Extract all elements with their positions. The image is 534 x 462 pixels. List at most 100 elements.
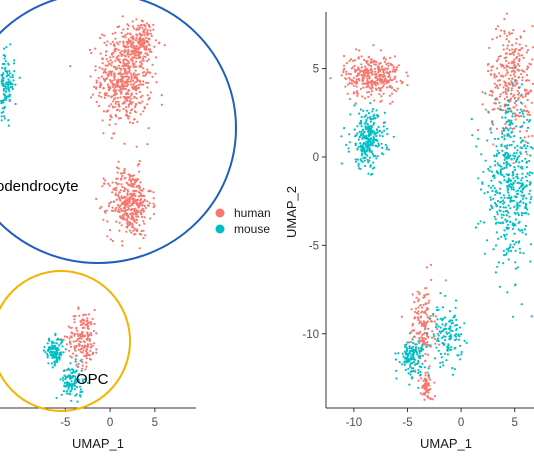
scatter-point-human bbox=[365, 86, 368, 89]
scatter-point-human bbox=[83, 319, 86, 322]
scatter-point-human bbox=[139, 181, 142, 184]
scatter-point-human bbox=[137, 195, 140, 198]
scatter-point-mouse bbox=[56, 359, 59, 362]
scatter-point-mouse bbox=[510, 119, 513, 122]
scatter-point-mouse bbox=[361, 145, 365, 148]
scatter-point-human bbox=[130, 231, 133, 234]
scatter-point-mouse bbox=[489, 186, 492, 189]
scatter-point-human bbox=[88, 339, 91, 342]
scatter-point-human bbox=[111, 52, 114, 55]
scatter-point-human bbox=[80, 332, 83, 335]
scatter-point-mouse bbox=[439, 292, 442, 295]
scatter-point-mouse bbox=[340, 162, 343, 165]
scatter-point-human bbox=[111, 83, 114, 86]
scatter-point-human bbox=[132, 64, 135, 67]
scatter-point-mouse bbox=[383, 111, 386, 114]
scatter-point-human bbox=[107, 205, 111, 208]
scatter-point-human bbox=[116, 67, 119, 70]
scatter-point-mouse bbox=[444, 316, 447, 319]
scatter-point-human bbox=[126, 83, 130, 86]
scatter-point-human bbox=[135, 92, 138, 95]
scatter-point-human bbox=[84, 313, 87, 316]
scatter-point-mouse bbox=[55, 342, 58, 345]
scatter-point-mouse bbox=[404, 343, 407, 347]
scatter-point-human bbox=[426, 340, 429, 344]
scatter-point-human bbox=[356, 90, 359, 93]
scatter-point-human bbox=[410, 330, 413, 333]
scatter-point-human bbox=[516, 55, 519, 59]
scatter-point-human bbox=[517, 76, 520, 79]
scatter-point-human bbox=[342, 69, 345, 72]
scatter-point-human bbox=[86, 317, 89, 320]
scatter-point-mouse bbox=[79, 359, 82, 362]
scatter-point-human bbox=[144, 52, 147, 55]
scatter-point-human bbox=[126, 59, 129, 62]
scatter-point-human bbox=[115, 177, 118, 180]
scatter-point-mouse bbox=[0, 99, 3, 103]
scatter-point-human bbox=[120, 50, 123, 53]
scatter-point-mouse bbox=[369, 116, 372, 119]
scatter-point-mouse bbox=[78, 385, 82, 388]
scatter-point-mouse bbox=[360, 146, 363, 149]
scatter-point-mouse bbox=[516, 266, 520, 269]
scatter-point-human bbox=[128, 96, 131, 99]
scatter-point-human bbox=[351, 79, 354, 83]
scatter-point-human bbox=[109, 81, 113, 84]
scatter-point-human bbox=[381, 78, 384, 81]
scatter-point-mouse bbox=[367, 141, 370, 144]
scatter-point-human bbox=[366, 69, 369, 72]
scatter-point-mouse bbox=[503, 175, 506, 178]
scatter-point-human bbox=[420, 377, 423, 380]
scatter-point-human bbox=[136, 120, 139, 123]
scatter-point-human bbox=[387, 62, 390, 65]
scatter-point-mouse bbox=[427, 367, 430, 370]
scatter-point-mouse bbox=[6, 82, 9, 85]
scatter-point-human bbox=[91, 344, 94, 347]
scatter-point-mouse bbox=[417, 340, 420, 343]
y-tick-label: -5 bbox=[309, 240, 319, 252]
scatter-point-human bbox=[137, 84, 140, 87]
scatter-point-human bbox=[133, 72, 136, 75]
scatter-point-human bbox=[139, 83, 142, 86]
scatter-point-human bbox=[384, 58, 388, 61]
scatter-point-mouse bbox=[526, 118, 529, 121]
scatter-point-human bbox=[83, 354, 86, 358]
scatter-point-human bbox=[123, 49, 126, 52]
scatter-point-human bbox=[139, 204, 142, 207]
scatter-point-human bbox=[120, 183, 123, 186]
scatter-point-mouse bbox=[368, 156, 371, 159]
scatter-point-human bbox=[491, 91, 494, 94]
scatter-point-mouse bbox=[64, 348, 67, 351]
scatter-point-human bbox=[116, 96, 119, 100]
scatter-point-human bbox=[154, 72, 157, 75]
scatter-point-human bbox=[66, 335, 69, 339]
scatter-point-mouse bbox=[526, 179, 529, 182]
scatter-point-mouse bbox=[362, 157, 365, 160]
scatter-point-human bbox=[146, 94, 149, 97]
scatter-point-human bbox=[138, 79, 141, 82]
scatter-point-mouse bbox=[511, 223, 514, 226]
scatter-point-human bbox=[373, 81, 377, 84]
scatter-point-mouse bbox=[505, 166, 508, 169]
scatter-point-human bbox=[147, 190, 150, 193]
scatter-point-mouse bbox=[376, 139, 379, 142]
scatter-point-human bbox=[111, 61, 114, 64]
scatter-point-human bbox=[117, 182, 120, 185]
scatter-point-human bbox=[137, 24, 140, 27]
scatter-point-human bbox=[86, 324, 89, 327]
scatter-point-human bbox=[122, 42, 125, 45]
scatter-point-mouse bbox=[510, 130, 514, 133]
scatter-point-human bbox=[504, 81, 507, 84]
scatter-point-human bbox=[83, 341, 86, 344]
scatter-point-human bbox=[419, 321, 422, 324]
scatter-point-human bbox=[418, 337, 421, 340]
scatter-point-mouse bbox=[363, 156, 367, 159]
scatter-point-human bbox=[353, 64, 356, 67]
scatter-point-human bbox=[345, 70, 348, 73]
scatter-point-human bbox=[86, 331, 89, 334]
scatter-point-human bbox=[130, 78, 133, 81]
scatter-point-human bbox=[395, 80, 398, 83]
scatter-point-human bbox=[121, 202, 124, 205]
scatter-point-human bbox=[522, 70, 525, 73]
scatter-point-human bbox=[135, 57, 138, 60]
